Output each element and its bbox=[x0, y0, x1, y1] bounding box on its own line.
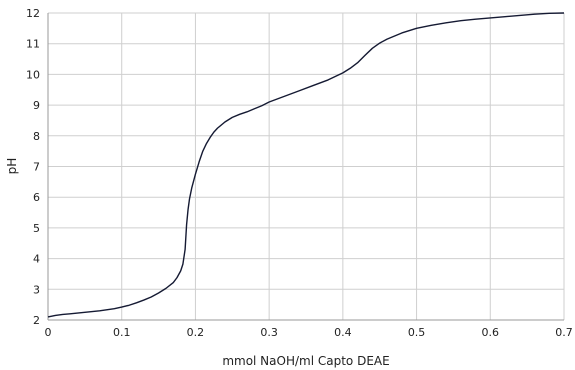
titration-curve bbox=[47, 12, 565, 318]
x-tick-label: 0.5 bbox=[408, 326, 426, 339]
y-tick-label: 10 bbox=[26, 68, 40, 81]
y-tick-label: 7 bbox=[33, 161, 40, 174]
y-tick-label: 11 bbox=[26, 38, 40, 51]
tick-labels: 0 0.1 0.2 0.3 0.4 0.5 0.6 0.7 2 3 4 5 6 7 8 9 10 11 12 bbox=[26, 7, 573, 339]
y-axis-title: pH bbox=[5, 158, 19, 175]
x-tick-label: 0.2 bbox=[187, 326, 205, 339]
y-tick-label: 12 bbox=[26, 7, 40, 20]
x-tick-label: 0.4 bbox=[334, 326, 352, 339]
x-tick-label: 0.1 bbox=[113, 326, 131, 339]
y-tick-label: 9 bbox=[33, 99, 40, 112]
y-tick-label: 4 bbox=[33, 253, 40, 266]
series-layer bbox=[47, 12, 565, 318]
y-tick-label: 6 bbox=[33, 191, 40, 204]
y-tick-label: 5 bbox=[33, 222, 40, 235]
y-tick-label: 2 bbox=[33, 314, 40, 327]
x-tick-label: 0.7 bbox=[555, 326, 573, 339]
x-tick-label: 0.3 bbox=[260, 326, 278, 339]
axes bbox=[47, 13, 564, 321]
grid-lines bbox=[47, 12, 565, 321]
x-axis-title: mmol NaOH/ml Capto DEAE bbox=[222, 354, 389, 368]
x-tick-label: 0.6 bbox=[482, 326, 500, 339]
x-tick-label: 0 bbox=[45, 326, 52, 339]
y-tick-label: 8 bbox=[33, 130, 40, 143]
y-tick-label: 3 bbox=[33, 283, 40, 296]
